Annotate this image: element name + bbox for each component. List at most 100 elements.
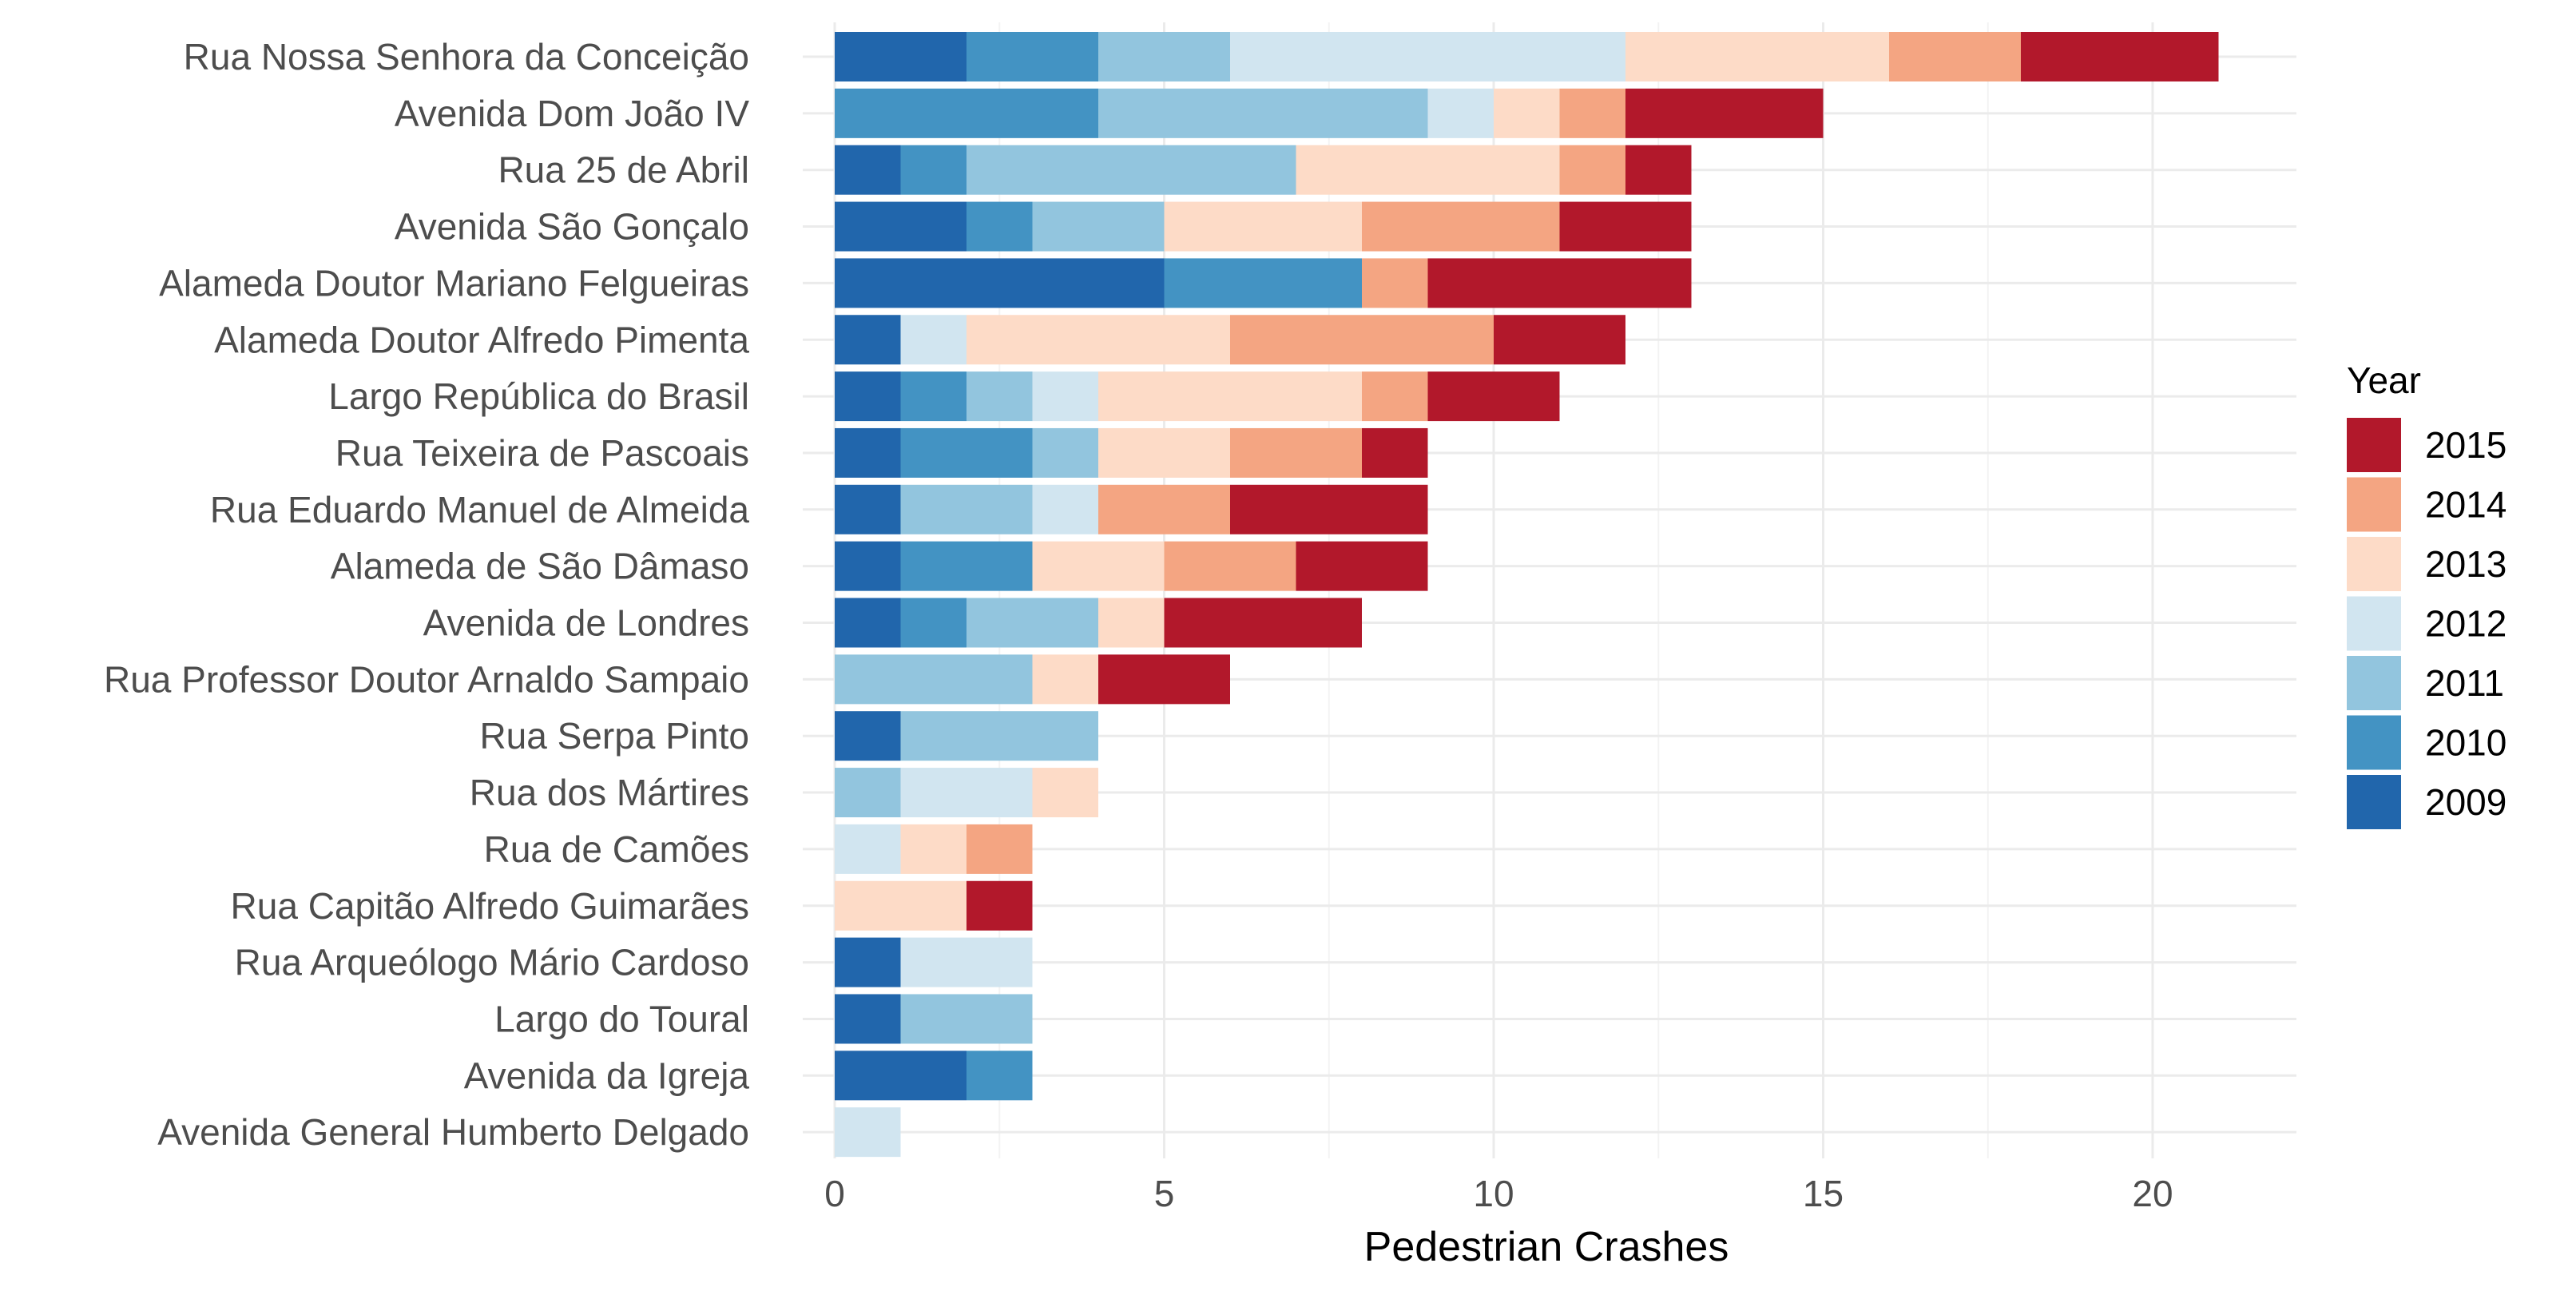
bar-segment-2014: [966, 824, 1033, 874]
bar-segment-2010: [900, 371, 966, 422]
category-label: Rua Eduardo Manuel de Almeida: [210, 489, 750, 530]
bar-segment-2014: [1362, 201, 1560, 252]
bar-segment-2015: [1625, 88, 1824, 138]
bar-segment-2014: [1230, 315, 1494, 365]
bar-segment-2015: [966, 880, 1033, 931]
bar-segment-2010: [835, 88, 1098, 138]
x-tick-label: 20: [2132, 1173, 2173, 1214]
category-labels: Rua Nossa Senhora da Conceição Avenida Do…: [104, 36, 749, 1153]
bar-segment-2009: [835, 484, 901, 534]
bar-segment-2009: [835, 258, 1165, 308]
bar-segment-2013: [966, 315, 1230, 365]
bar-segment-2012: [835, 1107, 901, 1158]
bar-segment-2011: [1098, 32, 1230, 81]
x-tick-label: 5: [1154, 1173, 1175, 1214]
category-label: Alameda Doutor Alfredo Pimenta: [214, 319, 749, 360]
bar-segment-2009: [835, 994, 901, 1044]
bar-segment-2013: [900, 824, 966, 874]
bar-segment-2014: [1098, 484, 1230, 534]
bar-segment-2013: [1032, 541, 1165, 591]
bar-segment-2009: [835, 937, 901, 987]
bar-segment-2015: [1230, 484, 1428, 534]
bar-segment-2011: [1098, 88, 1428, 138]
bar-segment-2012: [1032, 371, 1098, 422]
x-tick-label: 15: [1803, 1173, 1844, 1214]
legend-label: 2015: [2425, 424, 2507, 466]
bar-segment-2013: [1098, 427, 1230, 478]
bar-segment-2012: [1427, 88, 1494, 138]
bar-segment-2013: [1098, 598, 1165, 648]
bar-segment-2011: [835, 768, 901, 818]
category-label: Rua Arqueólogo Mário Cardoso: [235, 942, 749, 983]
bar-segment-2010: [900, 145, 966, 195]
bar-segment-2015: [1164, 598, 1362, 648]
x-axis-title: Pedestrian Crashes: [1364, 1224, 1729, 1270]
bar-segment-2010: [900, 541, 1033, 591]
legend-key-2012: [2347, 596, 2401, 651]
category-label: Rua dos Mártires: [470, 772, 749, 813]
bar-segment-2013: [1098, 371, 1362, 422]
category-label: Avenida Dom João IV: [395, 93, 749, 134]
category-label: Avenida da Igreja: [464, 1055, 750, 1096]
legend-label: 2013: [2425, 543, 2507, 585]
bar-segment-2011: [900, 484, 1033, 534]
bar-segment-2011: [900, 711, 1098, 761]
bar-segment-2015: [1427, 258, 1692, 308]
bar-segment-2009: [835, 1051, 966, 1101]
bar-segment-2015: [1427, 371, 1560, 422]
bar-segment-2009: [835, 711, 901, 761]
legend-label: 2012: [2425, 603, 2507, 645]
bar-segment-2010: [900, 427, 1033, 478]
x-axis-ticks: 0 5 10 15 20: [824, 1173, 2173, 1214]
bar-segment-2012: [900, 937, 1033, 987]
category-label: Rua Teixeira de Pascoais: [335, 432, 749, 474]
bar-segment-2014: [1230, 427, 1362, 478]
x-tick-label: 10: [1473, 1173, 1514, 1214]
category-label: Largo República do Brasil: [328, 375, 749, 417]
bar-segment-2014: [1559, 88, 1625, 138]
bar-segment-2010: [966, 32, 1098, 81]
legend-key-2015: [2347, 418, 2401, 472]
bar-segment-2010: [900, 598, 966, 648]
bar-segment-2010: [1164, 258, 1362, 308]
legend-key-2014: [2347, 477, 2401, 532]
category-label: Alameda Doutor Mariano Felgueiras: [159, 262, 749, 304]
bar-segment-2011: [1032, 427, 1098, 478]
bar-segment-2013: [1164, 201, 1362, 252]
bar-segment-2011: [835, 654, 1033, 705]
bar-segment-2009: [835, 371, 901, 422]
bar-segment-2010: [966, 201, 1033, 252]
bar-segment-2011: [966, 598, 1098, 648]
legend-label: 2011: [2425, 662, 2504, 704]
bar-segment-2011: [966, 145, 1296, 195]
category-label: Rua Nossa Senhora da Conceição: [184, 36, 749, 77]
bar-segment-2009: [835, 145, 901, 195]
bar-segment-2015: [1559, 201, 1692, 252]
bar-segment-2012: [1230, 32, 1625, 81]
bar-segment-2012: [900, 768, 1033, 818]
bar-segment-2014: [1889, 32, 2021, 81]
category-label: Rua Capitão Alfredo Guimarães: [231, 885, 749, 927]
x-tick-label: 0: [824, 1173, 845, 1214]
bar-segment-2015: [1625, 145, 1692, 195]
bar-segment-2015: [1494, 315, 1625, 365]
category-label: Rua Serpa Pinto: [479, 715, 749, 757]
bar-segment-2014: [1362, 371, 1428, 422]
bar-segment-2015: [2021, 32, 2219, 81]
legend-key-2010: [2347, 715, 2401, 770]
bar-segment-2010: [966, 1051, 1033, 1101]
bar-segment-2015: [1296, 541, 1428, 591]
bar-segment-2013: [835, 880, 966, 931]
bar-segment-2011: [966, 371, 1033, 422]
bar-segment-2014: [1362, 258, 1428, 308]
bar-segment-2015: [1362, 427, 1428, 478]
bar-segment-2013: [1032, 768, 1098, 818]
legend-key-2009: [2347, 775, 2401, 829]
bar-segment-2012: [900, 315, 966, 365]
bar-segment-2009: [835, 427, 901, 478]
bar-segment-2013: [1494, 88, 1560, 138]
bar-segment-2009: [835, 201, 966, 252]
legend-label: 2009: [2425, 781, 2507, 823]
category-label: Rua de Camões: [484, 828, 749, 870]
